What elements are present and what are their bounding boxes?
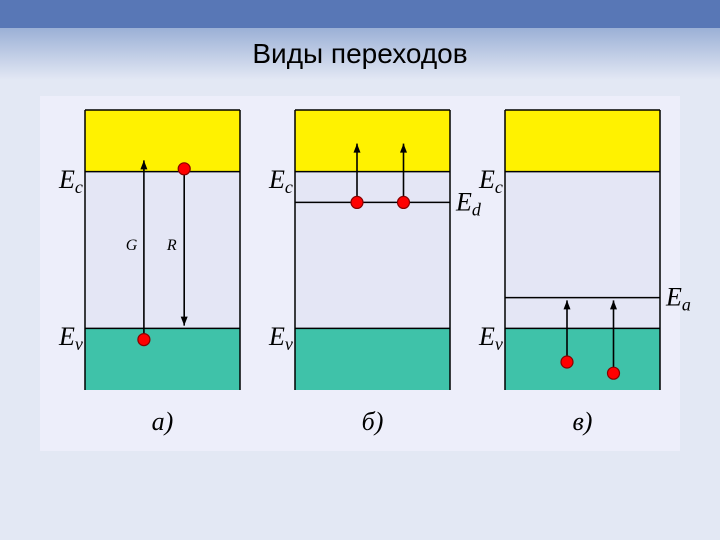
svg-text:в): в) bbox=[573, 407, 593, 436]
svg-text:G: G bbox=[126, 237, 138, 254]
panel-c: Ea Ec Ev в) bbox=[478, 110, 691, 436]
svg-text:Ec: Ec bbox=[478, 165, 503, 197]
svg-text:Ec: Ec bbox=[268, 165, 293, 197]
panel-b: Ed Ec Ev б) bbox=[268, 110, 482, 436]
diagram-svg: EcEvGRа)EdEcEvб)EaEcEvв) bbox=[0, 0, 720, 540]
panel-a: Ec Ev G Rа) bbox=[58, 110, 240, 436]
svg-text:Ec: Ec bbox=[58, 165, 83, 197]
svg-text:Ed: Ed bbox=[455, 187, 482, 219]
svg-text:Ev: Ev bbox=[268, 322, 293, 354]
svg-text:а): а) bbox=[152, 407, 174, 436]
svg-text:Ea: Ea bbox=[665, 283, 691, 315]
svg-text:б): б) bbox=[362, 407, 384, 436]
svg-text:Ev: Ev bbox=[478, 322, 503, 354]
svg-text:R: R bbox=[166, 237, 177, 254]
svg-text:Ev: Ev bbox=[58, 322, 83, 354]
